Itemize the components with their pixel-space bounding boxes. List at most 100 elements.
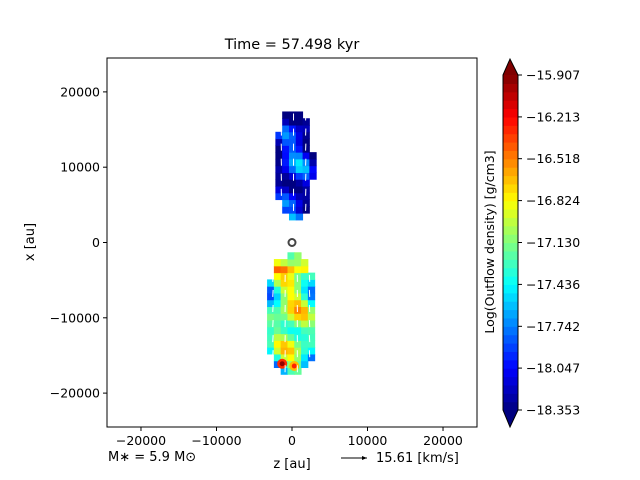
density-cell: [295, 111, 304, 119]
density-cell: [288, 172, 297, 180]
colorbar: −15.907 −16.213 −16.518 −16.824 −17.130 −17.4…: [482, 57, 580, 429]
density-cell: [309, 158, 317, 167]
density-cell: [302, 138, 310, 146]
density-cell: [302, 206, 310, 214]
density-cell: [301, 340, 309, 348]
density-cell: [302, 158, 310, 167]
density-cell: [294, 279, 302, 287]
density-cell: [294, 286, 302, 294]
density-cell: [273, 279, 282, 287]
density-cell: [307, 299, 316, 308]
density-cell: [282, 186, 290, 194]
density-cell: [273, 292, 282, 301]
density-cell: [294, 272, 302, 280]
density-cell: [282, 158, 290, 167]
density-cell: [295, 118, 304, 126]
density-cell: [287, 292, 295, 301]
colorbar-tick-label: −16.518: [526, 151, 580, 166]
density-cell: [307, 272, 316, 280]
density-cell: [302, 145, 310, 153]
density-cell: [295, 152, 304, 160]
density-cell: [307, 326, 316, 335]
density-cell: [288, 125, 297, 133]
density-cell: [294, 333, 302, 341]
density-cell: [287, 340, 295, 348]
density-cell: [280, 259, 288, 267]
density-cell: [294, 313, 302, 321]
velocity-key-arrowhead: [362, 456, 367, 460]
colorbar-band: [503, 83, 518, 93]
density-cell: [288, 213, 297, 221]
y-tick-label: 10000: [60, 160, 100, 175]
density-cell: [295, 192, 304, 201]
density-cell: [287, 306, 295, 314]
density-cell: [288, 186, 297, 194]
density-cell: [267, 299, 275, 308]
density-cell: [287, 259, 295, 267]
density-cell: [307, 313, 316, 321]
density-cell: [307, 340, 316, 348]
density-cell: [287, 333, 295, 341]
colorbar-band: [503, 91, 518, 101]
density-cell: [301, 306, 309, 314]
colorbar-band: [503, 317, 518, 327]
density-cell: [301, 320, 309, 328]
density-cell: [275, 152, 283, 160]
density-cell: [301, 333, 309, 341]
colorbar-band: [503, 267, 518, 277]
density-cell: [280, 353, 288, 362]
colorbar-bands: [503, 75, 518, 411]
density-cell: [273, 259, 282, 267]
density-cell: [302, 118, 310, 126]
density-cell: [267, 313, 275, 321]
density-cell: [280, 367, 288, 375]
density-cell: [301, 292, 309, 301]
colorbar-band: [503, 242, 518, 252]
colorbar-band: [503, 225, 518, 235]
colorbar-band: [503, 142, 518, 151]
colorbar-band: [503, 276, 518, 285]
density-cell: [294, 306, 302, 314]
density-cell: [294, 265, 302, 274]
density-cell: [295, 206, 304, 214]
density-cell: [280, 347, 288, 355]
mass-annotation: M∗ = 5.9 M⊙: [108, 450, 196, 465]
density-cell: [287, 279, 295, 287]
colorbar-tick-label: −15.907: [526, 68, 580, 83]
density-cell: [280, 286, 288, 294]
density-cell: [282, 145, 290, 153]
density-cell: [309, 165, 317, 173]
density-cell: [280, 306, 288, 314]
colorbar-band: [503, 301, 518, 311]
x-tick-label: 20000: [423, 433, 463, 448]
density-cell: [273, 347, 282, 355]
density-cell: [282, 111, 290, 119]
colorbar-band: [503, 209, 518, 218]
density-cell: [302, 152, 310, 160]
density-cell: [273, 326, 282, 335]
density-cell: [301, 299, 309, 308]
density-cell: [301, 326, 309, 335]
velocity-key-label: 15.61 [km/s]: [376, 451, 459, 466]
colorbar-band: [503, 116, 518, 126]
density-hotspot: [291, 363, 297, 369]
colorbar-band: [503, 393, 518, 403]
colorbar-band: [503, 200, 518, 210]
x-axis-ticks: −20000 −10000 0 10000 20000: [116, 427, 463, 448]
colorbar-band: [503, 292, 518, 302]
density-cell: [309, 152, 317, 160]
density-cell: [302, 131, 310, 140]
density-cell: [275, 131, 283, 140]
density-cell: [307, 279, 316, 287]
density-cell: [273, 313, 282, 321]
density-cell: [280, 279, 288, 287]
density-cell: [282, 165, 290, 173]
density-cell: [302, 199, 310, 207]
y-tick-label: −10000: [50, 310, 100, 325]
y-axis-ticks: 20000 10000 0 −10000 −20000: [50, 84, 107, 401]
density-cell: [288, 158, 297, 167]
density-cell: [307, 306, 316, 314]
density-cell: [275, 138, 283, 146]
density-cell: [287, 252, 295, 260]
